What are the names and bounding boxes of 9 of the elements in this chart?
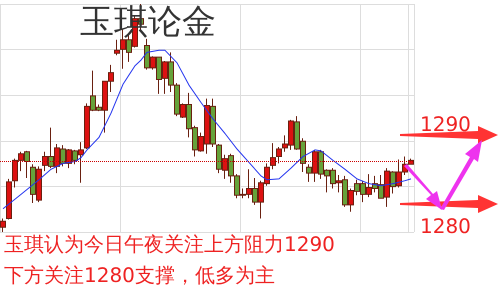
candlestick [276, 146, 282, 164]
candlestick [0, 218, 6, 232]
text: 1280 [420, 214, 471, 238]
candlestick [114, 39, 120, 56]
text: 1290 [420, 112, 471, 136]
candlestick [270, 142, 276, 170]
candlestick [6, 178, 12, 220]
text: 下方关注1280支撑，低多为主 [4, 263, 275, 287]
annotation: 玉琪认为今日午夜关注上方阻力1290 [4, 232, 335, 256]
